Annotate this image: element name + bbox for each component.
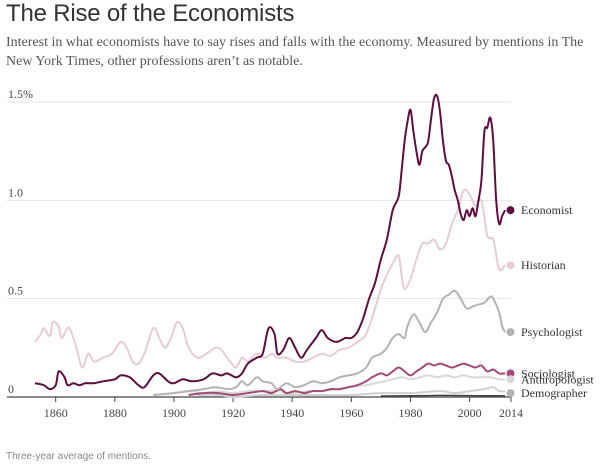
x-tick-label: 1860 [44,406,68,420]
series-label-historian: Historian [521,258,566,272]
x-tick-label: 1880 [103,406,127,420]
series-label-psychologist: Psychologist [521,325,583,339]
end-marker-psychologist [506,328,515,337]
end-markers [506,206,515,398]
end-marker-sociologist [506,369,515,378]
end-marker-demographer [506,389,515,398]
series-label-anthropologist: Anthropologist [521,372,594,386]
series-line-psychologist [153,289,506,396]
x-tick-label: 1920 [221,406,245,420]
line-chart: 0 0.5 1.0 1.5% 1860 1880 1900 1920 1940 1960 1980… [7,87,594,420]
y-tick-label: 0.5 [8,284,23,298]
end-marker-anthropologist [506,375,515,384]
series-label-sociologist: Sociologist [521,366,576,380]
chart-subtitle: Interest in what economists have to say … [6,35,584,69]
gridlines [7,101,512,402]
y-tick-label: 1.0 [8,185,23,199]
y-axis-labels: 0 0.5 1.0 1.5% [8,87,33,396]
series-line-extra [197,386,506,399]
end-marker-economist [506,206,515,215]
footnote: Three-year average of mentions. [6,451,152,462]
x-tick-label: 2014 [499,406,523,420]
series-lines [34,93,506,399]
series-line-historian [34,188,506,369]
end-marker-historian [506,261,515,270]
series-label-economist: Economist [521,203,573,217]
series-line-anthropologist [153,374,506,396]
series-line-demographer [380,394,506,397]
y-tick-label: 1.5% [8,87,33,101]
chart-title: The Rise of the Economists [6,0,295,27]
x-tick-label: 2000 [458,406,482,420]
x-tick-label: 1980 [398,406,422,420]
y-tick-label: 0 [8,382,14,396]
series-label-demographer: Demographer [521,386,587,400]
series-line-economist [34,93,506,391]
x-tick-label: 1900 [162,406,186,420]
x-tick-label: 1960 [339,406,363,420]
x-tick-label: 1940 [280,406,304,420]
x-axis-labels: 1860 1880 1900 1920 1940 1960 1980 2000 2014 [44,406,523,420]
series-labels: Economist Historian Psychologist Sociologis… [521,203,594,400]
